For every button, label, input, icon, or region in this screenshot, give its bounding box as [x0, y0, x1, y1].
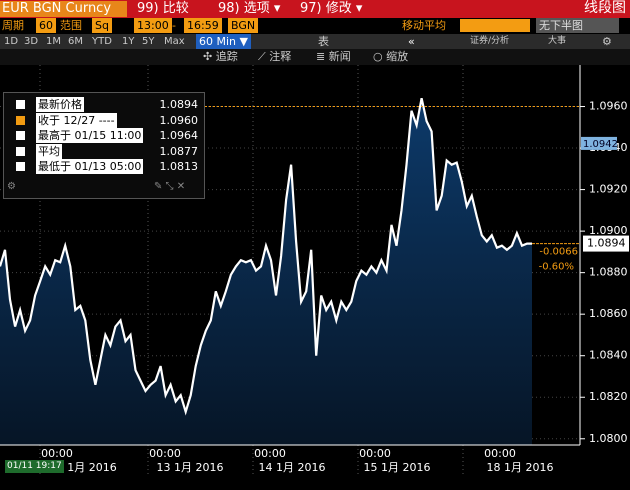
tool-row: ✣ 追踪 ⟋ 注释 ≣ 新闻 ○ 缩放 — [0, 49, 630, 65]
label: 移动平均 — [402, 19, 446, 32]
x-date-label: 15 1月 2016 — [364, 461, 431, 474]
legend-icon — [16, 131, 25, 140]
x-time-label: 00:00 — [359, 447, 391, 460]
legend-label: 最低于 01/13 05:00 — [36, 159, 144, 174]
range-button[interactable]: 3D — [24, 36, 39, 47]
input[interactable]: 13:00 — [134, 18, 172, 33]
y-tick-label: 1.0960 — [589, 100, 628, 113]
button[interactable]: 大事 — [548, 36, 567, 46]
y-tick-label: 1.0860 — [589, 307, 628, 320]
range-button[interactable]: 5Y — [142, 36, 155, 47]
menu-item[interactable]: 98) 选项 ▾ — [218, 1, 281, 16]
security-field[interactable]: EUR BGN Curncy — [0, 1, 127, 17]
x-time-label: 00:00 — [254, 447, 286, 460]
button[interactable]: 表 — [318, 35, 329, 48]
y-tick-label: 1.0920 — [589, 183, 628, 196]
x-time-label: 00:00 — [149, 447, 181, 460]
last-box — [583, 235, 629, 252]
y-tick-label: 1.0880 — [589, 266, 628, 279]
cursor-time: 01/11 19:17 — [5, 460, 64, 473]
y-tick-label: 1.0840 — [589, 349, 628, 362]
title-bar: EUR BGN Curncy 99) 比较 98) 选项 ▾ 97) 修改 ▾ … — [0, 0, 630, 18]
legend-label: 最新价格 — [36, 97, 84, 112]
legend-icon — [16, 146, 25, 156]
menu-item[interactable]: 99) 比较 — [137, 1, 189, 16]
legend-label: 平均 — [36, 143, 62, 159]
legend-value: 1.0894 — [159, 98, 199, 111]
x-date-label: 14 1月 2016 — [259, 461, 326, 474]
label: 周期 — [2, 19, 24, 32]
legend-icon — [16, 162, 25, 171]
range-button[interactable]: 1Y — [122, 36, 135, 47]
last-label: 1.0894 — [587, 237, 626, 250]
legend-icon — [16, 115, 25, 125]
range-button[interactable]: 1D — [4, 36, 19, 47]
legend-row: 收于 12/27 ---- 1.0960 — [4, 112, 204, 128]
legend-value: 1.0960 — [159, 113, 199, 127]
x-time-label: 00:00 — [484, 447, 516, 460]
crosshair-box — [581, 136, 617, 150]
x-date-label: 1月 2016 — [67, 461, 117, 474]
label: - — [172, 19, 176, 32]
legend-panel: 最新价格 1.0894 收于 12/27 ---- 1.0960 最高于 01/15 1… — [3, 92, 205, 199]
chart-kind[interactable]: 线段图 — [584, 0, 626, 16]
legend-row: 平均 1.0877 — [4, 143, 204, 159]
label: 范围 — [60, 19, 82, 32]
input-box[interactable] — [460, 19, 530, 32]
settings-row: 周期 60 范围 Sq 13:00 - 16:59 BGN 移动平均 无下半图 — [0, 18, 630, 34]
range-button[interactable]: 6M — [68, 36, 83, 47]
range-button[interactable]: 1M — [46, 36, 61, 47]
legend-value: 1.0964 — [159, 129, 199, 142]
settings-icon[interactable]: ⚙ — [602, 35, 612, 48]
dropdown[interactable]: 无下半图 — [536, 18, 619, 33]
button[interactable]: « — [408, 35, 415, 48]
price-line — [0, 97, 532, 416]
legend-footer: ⚙ — [7, 181, 16, 192]
interval[interactable]: 60 Min ▼ — [196, 34, 251, 49]
crosshair-label: 1.0942 — [583, 139, 618, 150]
legend-row: 最新价格 1.0894 — [4, 97, 204, 112]
x-time-label: 00:00 — [41, 447, 73, 460]
range-row: 60 Min ▼ 表 « 证券/分析 大事 ⚙ 1D 3D 1M 6M YTD 1Y 5Y M… — [0, 34, 630, 49]
range-button[interactable]: YTD — [92, 36, 112, 47]
tool[interactable]: ✣ 追踪 — [203, 50, 238, 63]
input[interactable]: BGN — [228, 18, 259, 33]
legend-row: 最低于 01/13 05:00 1.0813 — [4, 159, 204, 174]
tool[interactable]: ⟋ 注释 — [258, 50, 292, 63]
x-date-label: 13 1月 2016 — [157, 461, 224, 474]
legend-icon — [16, 100, 25, 109]
legend-label: 最高于 01/15 11:00 — [36, 128, 144, 143]
x-date-label: 18 1月 2016 — [487, 461, 554, 474]
tool[interactable]: ≣ 新闻 — [316, 50, 351, 63]
input[interactable]: Sq — [92, 18, 112, 33]
legend-value: 1.0877 — [159, 144, 199, 158]
legend-footer: ✎ ⤡ ✕ — [154, 181, 186, 192]
input[interactable]: 16:59 — [184, 18, 222, 33]
legend-label: 收于 12/27 ---- — [36, 112, 117, 128]
range-button[interactable]: Max — [164, 36, 185, 47]
legend-row: 最高于 01/15 11:00 1.0964 — [4, 128, 204, 143]
tool[interactable]: ○ 缩放 — [373, 50, 409, 63]
input[interactable]: 60 — [36, 18, 56, 33]
y-tick-label: 1.0800 — [589, 432, 628, 445]
button[interactable]: 证券/分析 — [470, 36, 510, 46]
y-tick-label: 1.0900 — [589, 224, 628, 237]
y-tick-label: 1.0820 — [589, 390, 628, 403]
menu-item[interactable]: 97) 修改 ▾ — [300, 1, 363, 16]
change-pct: -0.60% — [539, 262, 574, 273]
change: -0.0066 — [539, 247, 578, 258]
legend-value: 1.0813 — [159, 160, 199, 173]
